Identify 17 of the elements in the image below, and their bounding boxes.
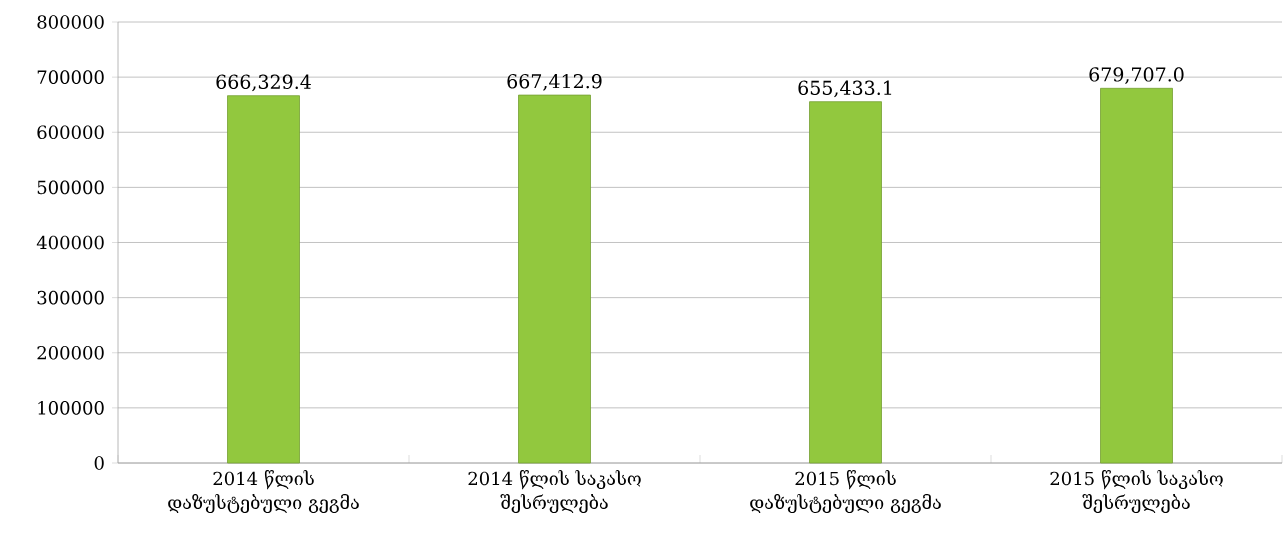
- y-tick-label: 800000: [37, 15, 104, 29]
- y-tick-label: 0: [94, 456, 104, 470]
- x-tick-label: 2015 წლის საკასო შესრულება: [1050, 470, 1223, 514]
- data-label: 655,433.1: [798, 80, 892, 98]
- y-tick-label: 500000: [37, 180, 104, 195]
- y-tick-label: 600000: [37, 125, 104, 140]
- data-label: 666,329.4: [216, 74, 311, 92]
- data-label: 667,412.9: [507, 73, 602, 91]
- x-tick-label: 2014 წლის დაზუსტებული გეგმა: [168, 470, 359, 514]
- x-tick-label: 2015 წლის დაზუსტებული გეგმა: [750, 470, 941, 514]
- y-tick-label: 700000: [37, 70, 104, 84]
- data-label: 679,707.0: [1089, 67, 1184, 84]
- x-tick-label: 2014 წლის საკასო შესრულება: [468, 470, 641, 514]
- y-tick-label: 200000: [37, 345, 104, 360]
- y-tick-label: 100000: [38, 401, 104, 415]
- y-tick-label: 400000: [36, 235, 104, 250]
- y-tick-label: 300000: [37, 290, 104, 305]
